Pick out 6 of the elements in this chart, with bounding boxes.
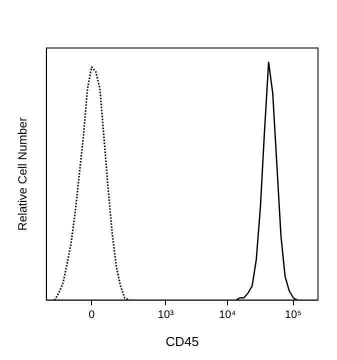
x-tick-label: 10⁵ <box>284 308 302 321</box>
x-axis-title: CD45 <box>166 334 199 349</box>
x-tick-label: 0 <box>88 308 95 321</box>
x-tick-label: 10⁴ <box>218 308 236 321</box>
x-tick-label: 10³ <box>158 308 174 321</box>
y-axis-title: Relative Cell Number <box>16 117 30 231</box>
